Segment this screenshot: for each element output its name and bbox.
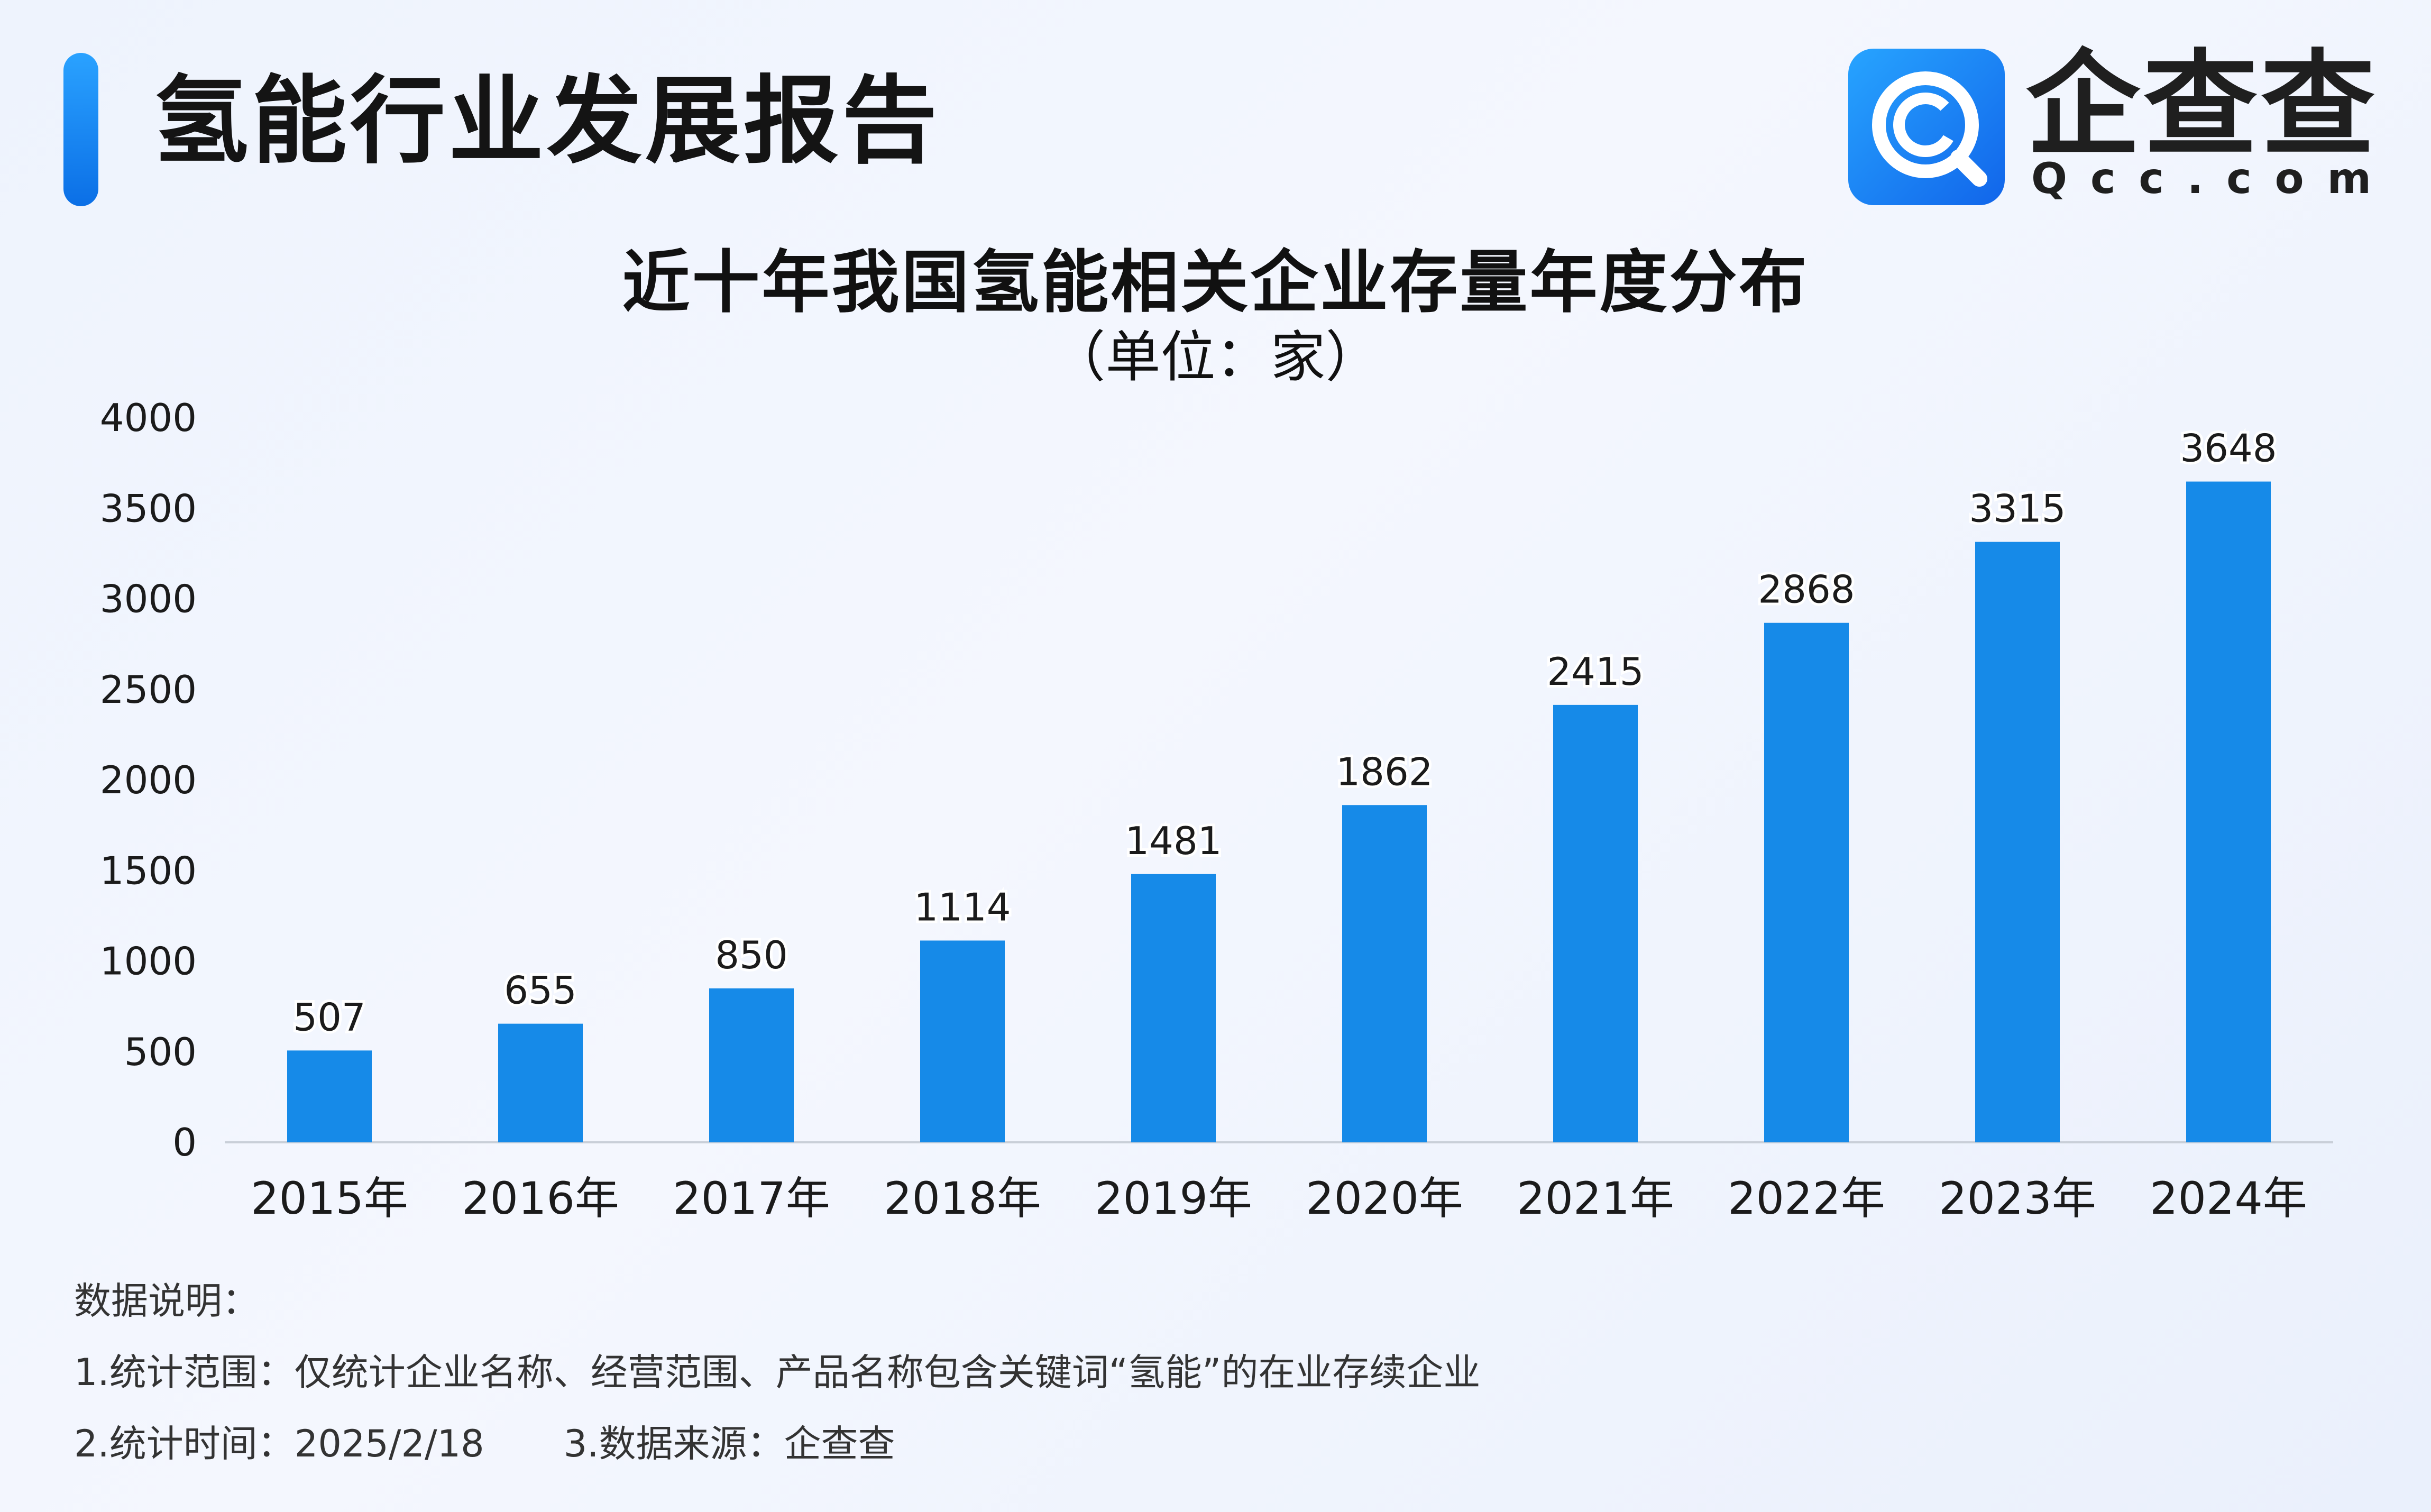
y-tick-label: 2000 xyxy=(100,758,197,802)
bar xyxy=(1975,542,2060,1142)
bar xyxy=(287,1050,372,1142)
bar xyxy=(1764,622,1849,1142)
title-accent-bar xyxy=(63,53,98,206)
y-tick-label: 1500 xyxy=(100,848,197,893)
x-tick-label: 2016年 xyxy=(462,1172,619,1224)
x-tick-label: 2017年 xyxy=(673,1172,830,1224)
y-tick-label: 3500 xyxy=(100,486,197,530)
x-tick-label: 2018年 xyxy=(884,1172,1041,1224)
logo-text-cn: 企查查 xyxy=(2026,39,2379,171)
notes-time-source: 2.统计时间：2025/2/18 3.数据来源：企查查 xyxy=(74,1417,895,1470)
bar-value-label: 655 xyxy=(504,968,576,1013)
bar-value-label: 1862 xyxy=(1336,749,1433,794)
qcc-logo-icon xyxy=(1848,49,2005,205)
bar-value-label: 1481 xyxy=(1125,819,1222,863)
y-tick-label: 3000 xyxy=(100,577,197,621)
x-tick-label: 2022年 xyxy=(1728,1172,1885,1224)
y-tick-label: 0 xyxy=(172,1120,197,1165)
x-tick-label: 2020年 xyxy=(1306,1172,1463,1224)
bar xyxy=(920,940,1005,1142)
bar-value-label: 2868 xyxy=(1758,567,1855,612)
report-title: 氢能行业发展报告 xyxy=(153,66,941,177)
y-tick-label: 4000 xyxy=(100,396,197,440)
bar-value-label: 1114 xyxy=(914,885,1011,929)
bar xyxy=(1553,704,1638,1142)
bar-value-label: 3315 xyxy=(1969,487,2066,531)
notes-stat-time: 2.统计时间：2025/2/18 xyxy=(74,1422,484,1465)
logo-text-en: Qcc.com xyxy=(2031,154,2395,203)
qcc-logo: 企查查 Qcc.com xyxy=(1848,39,2382,205)
bar xyxy=(709,988,794,1142)
chart-subtitle: （单位：家） xyxy=(1050,325,1381,389)
notes-data-source: 3.数据来源：企查查 xyxy=(563,1422,895,1465)
notes-scope: 1.统计范围：仅统计企业名称、经营范围、产品名称包含关键词“氢能”的在业存续企业 xyxy=(74,1351,1481,1394)
x-tick-label: 2015年 xyxy=(251,1172,408,1224)
y-tick-label: 500 xyxy=(124,1030,197,1074)
x-tick-label: 2021年 xyxy=(1517,1172,1674,1224)
bar xyxy=(1342,805,1427,1142)
bar-value-label: 2415 xyxy=(1547,649,1644,694)
chart-title: 近十年我国氢能相关企业存量年度分布 xyxy=(622,243,1809,322)
y-tick-label: 2500 xyxy=(100,667,197,712)
x-tick-label: 2023年 xyxy=(1939,1172,2096,1224)
notes-heading: 数据说明： xyxy=(74,1279,259,1323)
bar xyxy=(498,1023,583,1142)
x-tick-label: 2019年 xyxy=(1095,1172,1252,1224)
y-tick-label: 1000 xyxy=(100,939,197,984)
bar-value-label: 507 xyxy=(293,995,365,1039)
bar-value-label: 850 xyxy=(715,933,787,977)
x-tick-label: 2024年 xyxy=(2150,1172,2307,1224)
bar-value-label: 3648 xyxy=(2180,426,2277,471)
bar xyxy=(2186,481,2271,1142)
bar xyxy=(1131,874,1216,1142)
